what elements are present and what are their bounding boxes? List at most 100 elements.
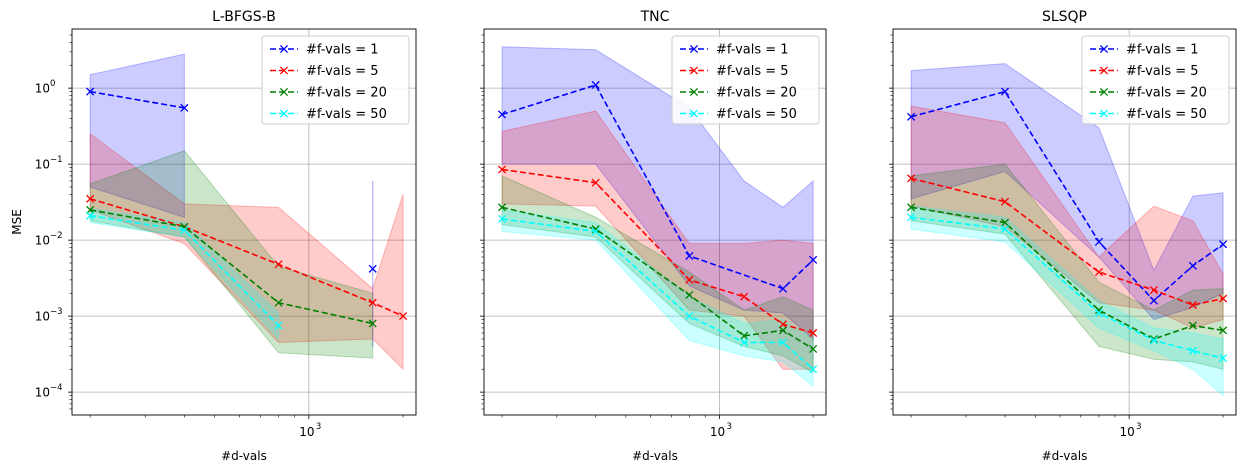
marker-series-2 bbox=[398, 312, 408, 321]
legend-marker-1 bbox=[1099, 44, 1109, 54]
marker-series-2 bbox=[907, 174, 916, 183]
line-series-3 bbox=[910, 206, 1224, 340]
legend-marker-3 bbox=[1099, 87, 1109, 97]
marker-series-4 bbox=[86, 211, 95, 220]
marker-series-1 bbox=[180, 103, 189, 112]
band-series-3 bbox=[910, 163, 1224, 370]
band-series-4 bbox=[89, 208, 280, 341]
axes-frame bbox=[483, 28, 827, 416]
y-tick-label: 10 bbox=[35, 158, 50, 172]
legend-marker-3 bbox=[689, 87, 699, 97]
legend-marker-2 bbox=[1099, 66, 1109, 75]
legend-marker-4 bbox=[279, 109, 289, 118]
marker-series-2 bbox=[1094, 268, 1103, 277]
legend: #f-vals = 1 #f-vals = 5 #f-vals = 20 #f-val… bbox=[261, 35, 410, 125]
marker-series-3 bbox=[274, 298, 283, 307]
marker-series-4 bbox=[809, 365, 818, 374]
chart-title: SLSQP bbox=[1042, 9, 1087, 25]
marker-series-3 bbox=[1094, 306, 1103, 315]
legend-label-1: #f-vals = 1 bbox=[1126, 43, 1199, 58]
line-series-2 bbox=[910, 177, 1224, 306]
line-series-1 bbox=[910, 90, 1224, 302]
x-axis-label: #d-vals bbox=[632, 449, 678, 463]
marker-series-3 bbox=[685, 290, 694, 300]
x-tick-label: 10 bbox=[1120, 425, 1135, 439]
band-series-2 bbox=[910, 105, 1224, 329]
marker-series-4 bbox=[1000, 224, 1010, 234]
marker-series-1 bbox=[809, 255, 818, 264]
chart-title: L-BFGS-B bbox=[212, 9, 276, 25]
legend-label-3: #f-vals = 20 bbox=[306, 86, 387, 101]
x-tick-exponent: 3 bbox=[316, 422, 321, 432]
legend-label-4: #f-vals = 50 bbox=[716, 107, 797, 122]
marker-series-4 bbox=[907, 213, 916, 222]
axes-frame bbox=[892, 28, 1237, 416]
marker-series-2 bbox=[1149, 286, 1158, 295]
marker-series-4 bbox=[740, 338, 749, 347]
legend-marker-4 bbox=[1099, 109, 1109, 118]
line-series-4 bbox=[910, 216, 1224, 359]
y-tick-label: 10 bbox=[35, 310, 50, 324]
line-series-4 bbox=[501, 218, 814, 370]
legend: #f-vals = 1 #f-vals = 5 #f-vals = 20 #f-val… bbox=[671, 35, 820, 125]
x-tick-exponent: 3 bbox=[726, 422, 731, 432]
legend-marker-1 bbox=[279, 44, 289, 54]
marker-series-3 bbox=[1000, 218, 1010, 227]
legend-marker-2 bbox=[279, 66, 289, 75]
plot-area bbox=[86, 53, 408, 371]
marker-series-2 bbox=[778, 320, 788, 329]
marker-series-1 bbox=[368, 264, 377, 273]
plot-area bbox=[907, 63, 1228, 397]
line-series-1 bbox=[90, 90, 185, 109]
legend-label-2: #f-vals = 5 bbox=[1126, 64, 1199, 79]
marker-series-1 bbox=[86, 87, 95, 96]
legend-box bbox=[671, 35, 820, 125]
marker-series-1 bbox=[685, 251, 694, 260]
band-series-1 bbox=[910, 63, 1224, 321]
marker-series-2 bbox=[1219, 294, 1228, 303]
marker-series-3 bbox=[740, 331, 749, 340]
line-series-3 bbox=[501, 206, 814, 350]
axes-frame bbox=[71, 28, 417, 416]
marker-series-3 bbox=[86, 205, 95, 214]
marker-series-3 bbox=[778, 326, 788, 335]
legend-marker-2 bbox=[689, 66, 699, 75]
legend-marker-4 bbox=[689, 109, 699, 118]
marker-series-4 bbox=[274, 321, 283, 330]
y-tick-label: 10 bbox=[35, 82, 50, 96]
legend: #f-vals = 1 #f-vals = 5 #f-vals = 20 #f-val… bbox=[1081, 35, 1230, 125]
marker-series-3 bbox=[907, 203, 916, 212]
y-tick-exponent: −2 bbox=[50, 231, 63, 241]
band-series-3 bbox=[89, 150, 374, 359]
legend-label-3: #f-vals = 20 bbox=[716, 86, 797, 101]
legend-box bbox=[261, 35, 410, 125]
marker-series-4 bbox=[778, 338, 788, 347]
marker-series-1 bbox=[1219, 240, 1228, 249]
marker-series-4 bbox=[685, 312, 694, 321]
marker-series-4 bbox=[180, 226, 189, 235]
legend-box bbox=[1081, 35, 1230, 125]
marker-series-4 bbox=[1094, 308, 1103, 318]
y-tick-label: 10 bbox=[35, 234, 50, 248]
marker-series-2 bbox=[685, 275, 694, 284]
marker-series-3 bbox=[809, 344, 818, 354]
legend-label-1: #f-vals = 1 bbox=[716, 43, 789, 58]
marker-series-1 bbox=[591, 80, 600, 90]
marker-series-2 bbox=[368, 298, 377, 307]
y-tick-exponent: −1 bbox=[50, 155, 63, 165]
plot-area bbox=[497, 46, 818, 388]
y-tick-exponent: 0 bbox=[50, 79, 55, 89]
marker-series-3 bbox=[1188, 321, 1197, 330]
legend-label-1: #f-vals = 1 bbox=[306, 43, 379, 58]
marker-series-1 bbox=[907, 112, 916, 121]
marker-series-4 bbox=[591, 227, 600, 236]
marker-series-1 bbox=[1094, 237, 1103, 246]
x-axis-label: #d-vals bbox=[1042, 449, 1088, 463]
marker-series-3 bbox=[368, 319, 377, 328]
marker-series-2 bbox=[86, 194, 95, 203]
legend-label-4: #f-vals = 50 bbox=[1126, 107, 1207, 122]
y-tick-label: 10 bbox=[35, 386, 50, 400]
chart-title: TNC bbox=[640, 9, 670, 25]
